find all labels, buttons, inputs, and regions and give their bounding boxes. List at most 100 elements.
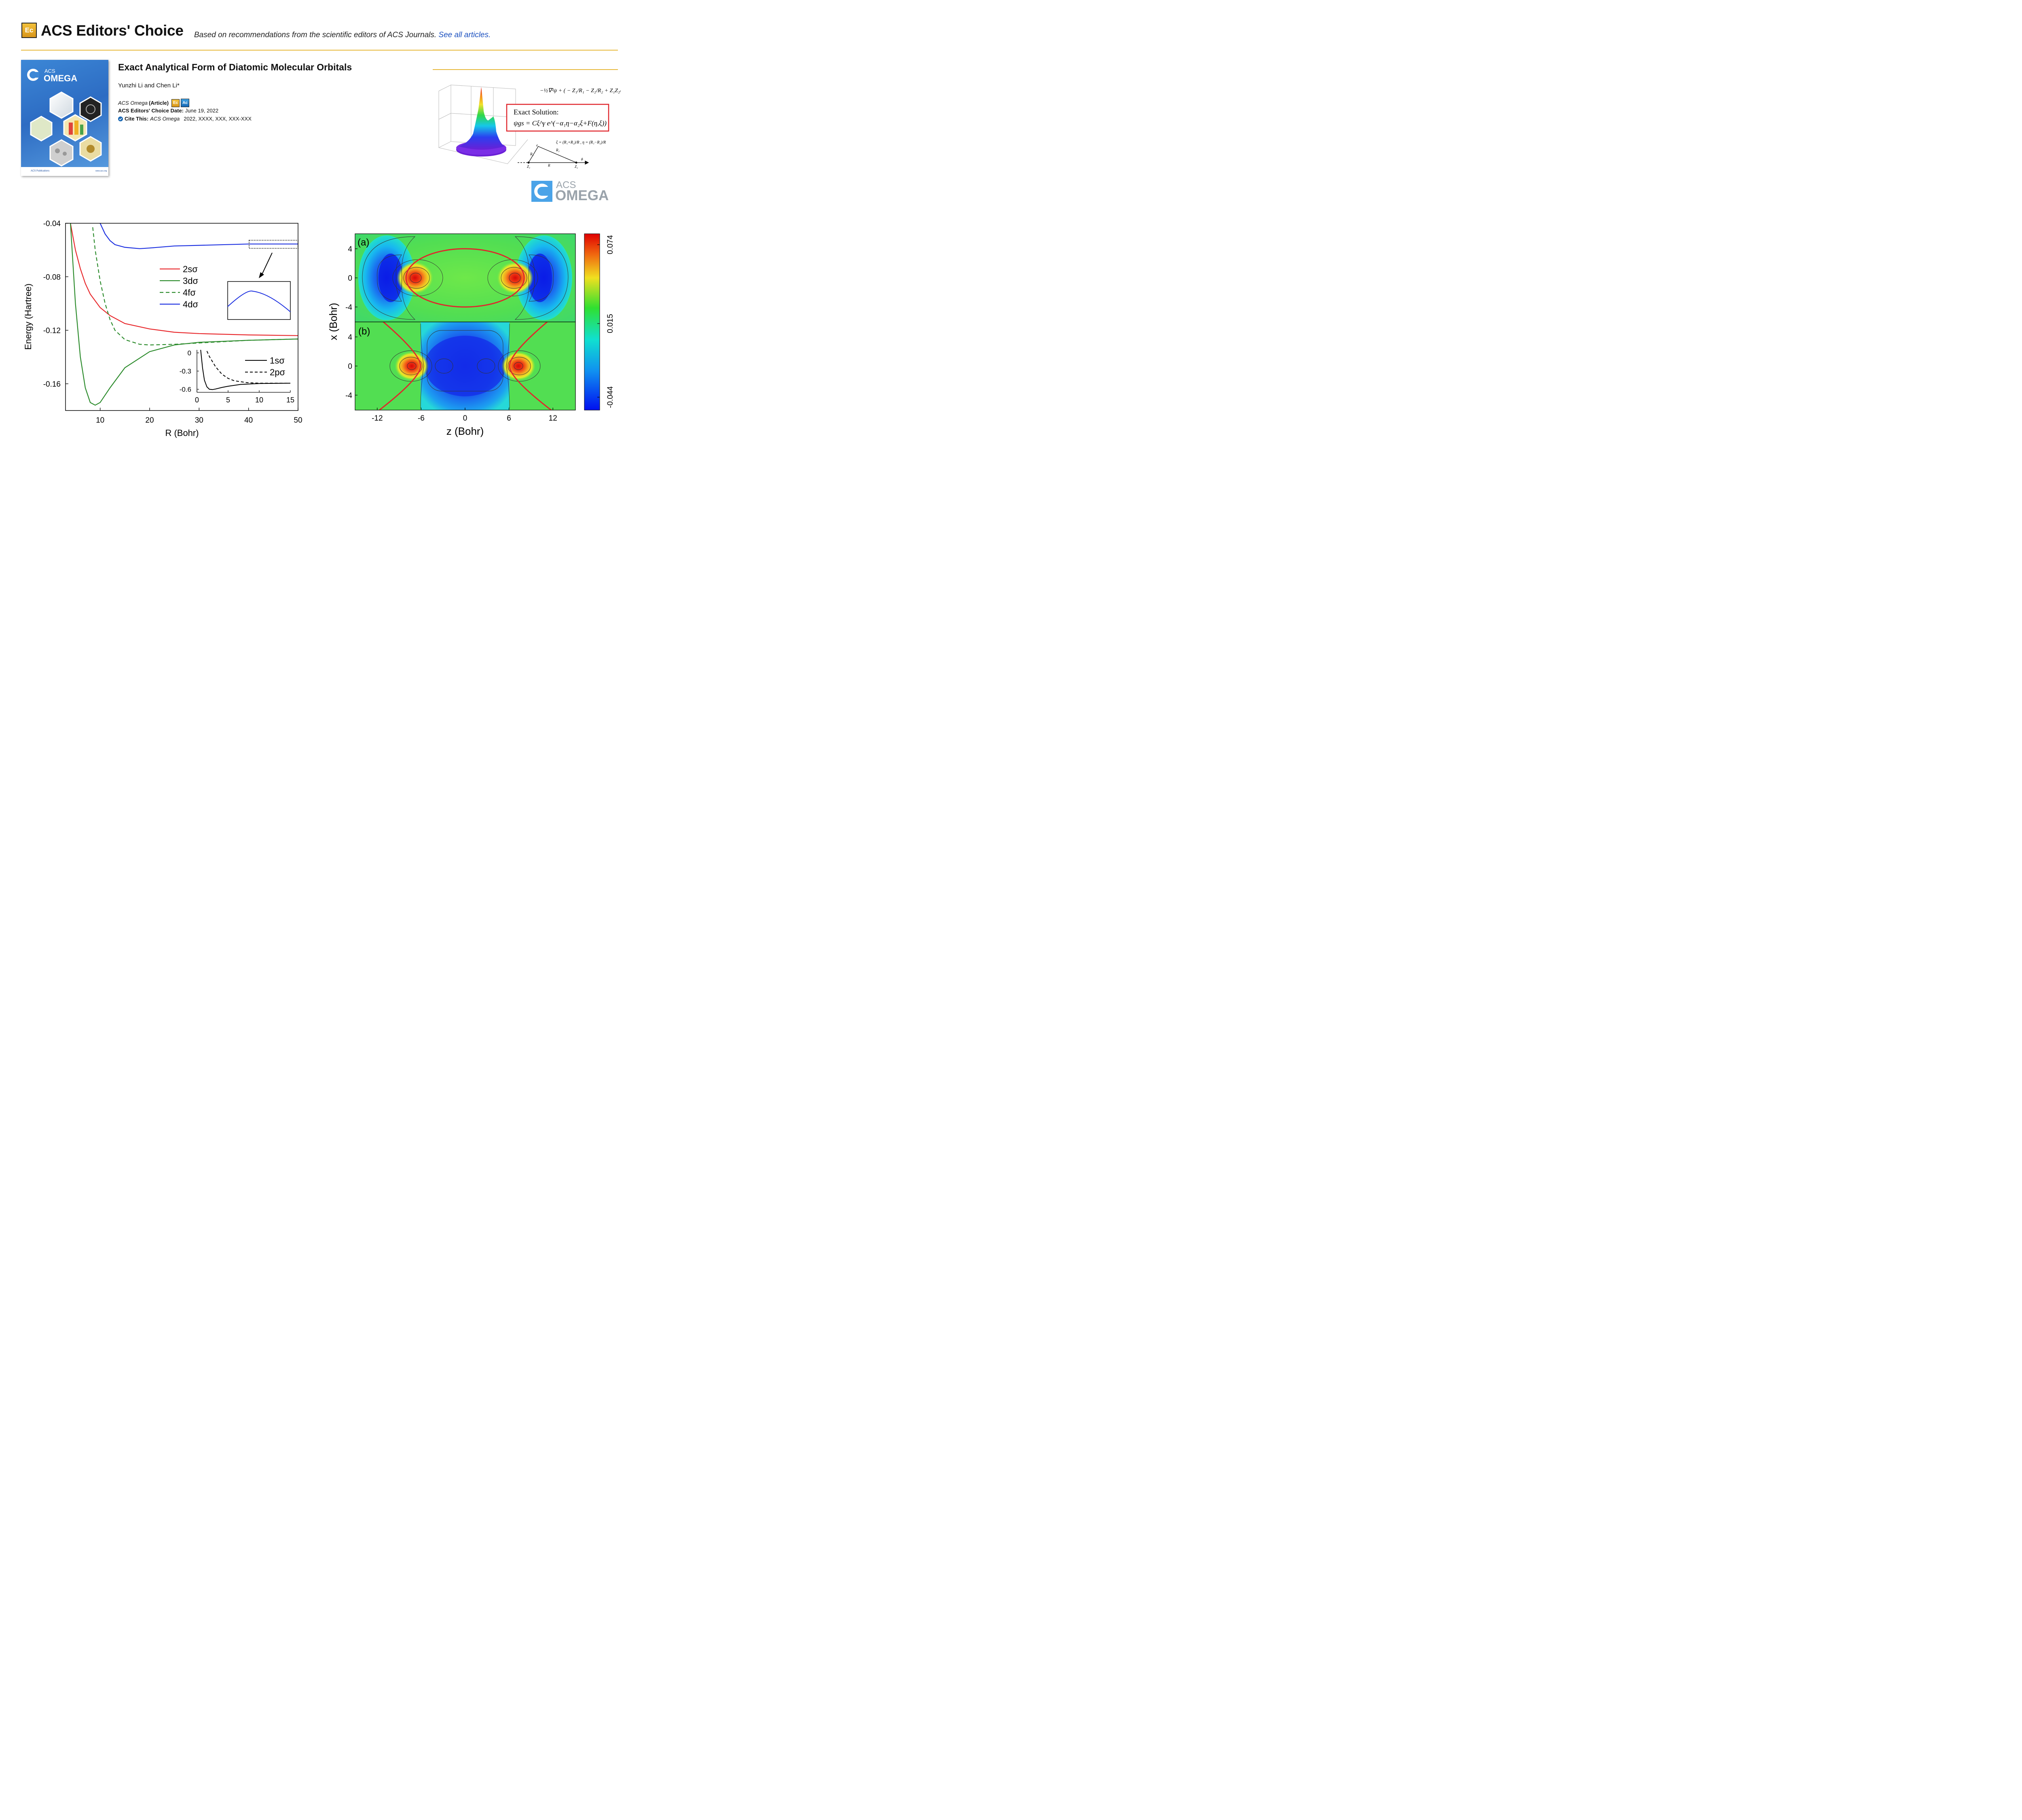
author-choice-badge: Ac bbox=[181, 99, 190, 107]
acs-omega-logo: ACS OMEGA bbox=[531, 180, 609, 203]
cite-reference: 2022, XXXX, XXX, XXX-XXX bbox=[184, 116, 252, 122]
series-line-3 bbox=[99, 223, 298, 249]
inset-series-line-1 bbox=[206, 351, 290, 384]
y-tick-label-3: -0.16 bbox=[43, 380, 61, 389]
svg-text:Z₁: Z₁ bbox=[527, 165, 530, 169]
y-tick-label-2: -0.12 bbox=[43, 327, 61, 335]
see-all-articles-link[interactable]: See all articles. bbox=[438, 31, 491, 39]
svg-text:OMEGA: OMEGA bbox=[555, 188, 609, 203]
x-tick-label-1: 20 bbox=[145, 416, 154, 425]
y-axis-label: Energy (Hartree) bbox=[23, 284, 33, 350]
colorbar-tick-2: -0.044 bbox=[606, 386, 615, 408]
svg-text:ϕ: ϕ bbox=[581, 157, 583, 161]
article-journal-line: ACS Omega (Article) Ec Ac bbox=[118, 99, 190, 107]
inset-background bbox=[197, 350, 290, 392]
svg-text:ACS: ACS bbox=[556, 180, 576, 190]
x-tick-label-0: 10 bbox=[96, 416, 104, 425]
inset-x-tick-3: 15 bbox=[286, 396, 294, 404]
y-tick-label-1: -0.08 bbox=[43, 273, 61, 281]
article-authors: Yunzhi Li and Chen Li* bbox=[118, 82, 180, 89]
svg-text:Z₂: Z₂ bbox=[575, 165, 578, 169]
cover-publisher: ACS Publications bbox=[31, 170, 49, 172]
series-line-0 bbox=[70, 223, 298, 336]
x-tick-label-3: 40 bbox=[244, 416, 253, 425]
cite-line: Cite This: ACS Omega 2022, XXXX, XXX, XX… bbox=[118, 116, 252, 122]
panel-a-ellipse-node bbox=[405, 248, 525, 308]
plot-frame bbox=[65, 223, 298, 411]
svg-text:e: e bbox=[536, 143, 538, 147]
x-tick-label-4: 50 bbox=[294, 416, 302, 425]
journal-name: ACS Omega bbox=[118, 100, 148, 106]
ec-date-label: ACS Editors' Choice Date: bbox=[118, 108, 184, 114]
heatmap-x-tick-1: -6 bbox=[418, 414, 425, 423]
inset-x-tick-0: 0 bbox=[195, 396, 199, 404]
panel-b-hyperbola-left bbox=[379, 322, 421, 410]
svg-text:R: R bbox=[548, 163, 550, 167]
cite-journal: ACS Omega bbox=[150, 116, 180, 122]
exact-solution-box bbox=[506, 104, 609, 132]
page-title: ACS Editors' Choice bbox=[41, 22, 184, 39]
article-title[interactable]: Exact Analytical Form of Diatomic Molecu… bbox=[118, 62, 352, 72]
series-line-1 bbox=[70, 223, 298, 406]
panel-b-label: (b) bbox=[358, 326, 370, 337]
check-circle-icon bbox=[118, 116, 123, 121]
exact-solution-title: Exact Solution: bbox=[514, 108, 559, 116]
zoom-arrow bbox=[261, 252, 273, 275]
header-divider bbox=[21, 50, 618, 51]
inset-y-tick-1: -0.3 bbox=[180, 368, 191, 375]
inset-legend-label-0: 1sσ bbox=[270, 356, 285, 366]
editors-choice-date: ACS Editors' Choice Date: June 19, 2022 bbox=[118, 108, 218, 114]
editors-choice-logo: Ec bbox=[21, 23, 37, 38]
article-type: (Article) bbox=[148, 100, 169, 106]
exact-solution-formula: ψgs = Cξ^γ e^(−α₁η−α₂ξ+F(η,ξ)) bbox=[514, 119, 607, 127]
inset-y-tick-0: 0 bbox=[188, 349, 191, 357]
toc-divider bbox=[433, 69, 618, 70]
header-tagline: Based on recommendations from the scient… bbox=[194, 31, 491, 40]
heatmap-x-label: z (Bohr) bbox=[446, 425, 484, 437]
heatmap-axes: -12 -6 0 6 12 4 0 -4 4 0 -4 bbox=[345, 245, 557, 423]
cover-brand-top: ACS bbox=[44, 68, 55, 74]
editors-choice-badge: Ec bbox=[171, 99, 180, 107]
panel-a-label: (a) bbox=[357, 237, 369, 248]
heatmap-x-tick-4: 12 bbox=[549, 414, 557, 423]
inset-series bbox=[200, 349, 291, 390]
colorbar-tick-1: 0.015 bbox=[606, 314, 615, 333]
energy-vs-r-chart: 10 20 30 40 50-0.04-0.08-0.12-0.16 R (Bohr) … bbox=[23, 220, 302, 438]
zoom-inset bbox=[227, 281, 291, 320]
legend-label-2: 4fσ bbox=[183, 288, 196, 298]
legend-label-3: 4dσ bbox=[183, 299, 198, 309]
cover-brand-bottom: OMEGA bbox=[44, 73, 77, 83]
heatmap-a-y-tick-1: 0 bbox=[348, 274, 352, 283]
inset-y-tick-2: -0.6 bbox=[180, 386, 191, 394]
schrodinger-equation: −½∇²ψ + ( − Z₁/R₁ − Z₂/R₂ + Z₁Z₂/R ) ψ =… bbox=[540, 88, 621, 94]
colorbar-tick-0: 0.074 bbox=[606, 235, 615, 254]
x-axis-label: R (Bohr) bbox=[165, 428, 199, 438]
series-line-2 bbox=[92, 227, 298, 346]
cover-art: ACS OMEGA ACS Publications www.acs.org bbox=[21, 68, 108, 176]
coordinate-triangle bbox=[518, 146, 589, 165]
colorbar bbox=[584, 233, 600, 411]
heatmap-b-y-tick-2: -4 bbox=[345, 392, 352, 400]
toc-graphic: −½∇²ψ + ( − Z₁/R₁ − Z₂/R₂ + Z₁Z₂/R ) ψ =… bbox=[438, 85, 621, 203]
elliptic-coordinates: ξ = (R₁+R₂)/R , η = (R₁−R₂)/R bbox=[556, 140, 606, 145]
panel-a bbox=[355, 234, 575, 322]
heatmap-b-y-tick-0: 4 bbox=[348, 333, 352, 342]
y-tick-label-0: -0.04 bbox=[43, 220, 61, 228]
axes: 10 20 30 40 50-0.04-0.08-0.12-0.16 bbox=[43, 220, 302, 425]
cite-label[interactable]: Cite This: bbox=[125, 116, 149, 122]
journal-cover[interactable]: ACS OMEGA ACS Publications www.acs.org bbox=[21, 60, 108, 176]
heatmap-y-label: x (Bohr) bbox=[327, 303, 339, 340]
inset-x-tick-2: 10 bbox=[255, 396, 263, 404]
orbital-density-heatmap: (a) (b) -12 -6 0 6 12 4 0 -4 4 0 -4 z (Bohr) x (Bo… bbox=[327, 233, 615, 437]
legend-label-1: 3dσ bbox=[183, 276, 198, 286]
colorbar-ticks: 0.074 0.015 -0.044 bbox=[597, 235, 615, 408]
inset-axes: 0 5 10 15 0 -0.3 -0.6 bbox=[180, 349, 294, 404]
ec-date-value: June 19, 2022 bbox=[185, 108, 219, 114]
inset-legend-label-1: 2pσ bbox=[270, 367, 285, 377]
inset-x-tick-1: 5 bbox=[226, 396, 230, 404]
panel-b-hyperbola-right bbox=[509, 322, 552, 410]
zoom-inset-curve-4dsigma bbox=[227, 290, 291, 312]
x-tick-label-2: 30 bbox=[195, 416, 203, 425]
